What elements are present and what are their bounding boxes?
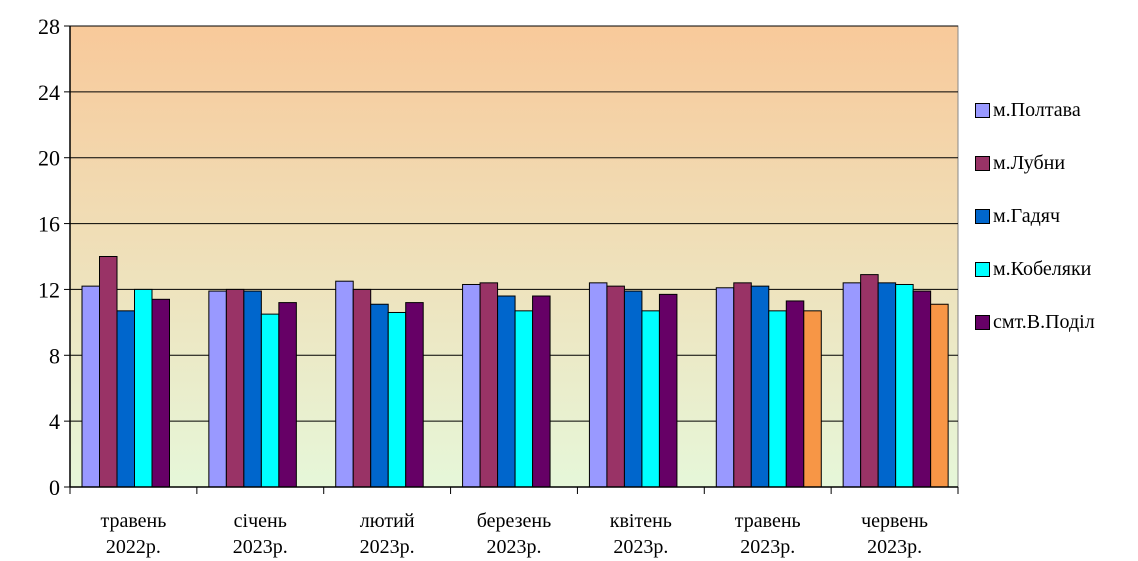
y-tick-label: 24 [38,80,60,105]
x-tick-label: травень 2023р. [735,510,801,558]
bar [532,295,551,488]
x-tick-label: квітень 2023р. [610,510,672,558]
legend-item: смт.В.Поділ [975,296,1135,349]
legend-label: м.Гадяч [993,205,1061,227]
bar [260,313,280,488]
bar [785,300,805,488]
bar [750,285,770,488]
legend-swatch [975,209,990,224]
y-tick-label: 8 [49,343,60,368]
legend-swatch [975,315,990,330]
bar [860,274,879,488]
legend: м.Полтава м.Лубни м.Гадяч м.Кобеляки смт.В.П… [975,84,1135,349]
x-tick-label: червень 2023р. [861,510,928,558]
bar [462,283,481,488]
x-tick-label: травень 2022р. [100,510,166,558]
bar [134,288,153,488]
legend-swatch [975,262,990,277]
bar [370,303,389,488]
bar [588,282,608,488]
legend-label: м.Лубни [993,152,1066,174]
bar [99,256,118,488]
legend-item: м.Лубни [975,137,1135,190]
bar [912,290,932,488]
legend-item: м.Гадяч [975,190,1135,243]
bar [387,311,407,488]
bar [842,282,862,488]
y-tick-label: 28 [38,14,60,39]
bar [930,303,949,488]
legend-swatch [975,103,990,118]
legend-label: смт.В.Поділ [993,311,1095,333]
legend-label: м.Полтава [993,99,1081,121]
bar [623,290,643,488]
legend-item: м.Кобеляки [975,243,1135,296]
y-tick-label: 20 [38,146,60,171]
bar [405,302,424,488]
bar [641,310,660,488]
y-tick-label: 16 [38,212,60,237]
legend-label: м.Кобеляки [993,258,1092,280]
legend-item: м.Полтава [975,84,1135,137]
bar [658,293,678,488]
bar [514,310,534,488]
bar [208,290,227,488]
bar [877,282,897,488]
bar [768,310,787,488]
bar [278,302,297,488]
y-tick-label: 4 [49,409,60,434]
bar [895,283,914,488]
bar [733,282,752,488]
bar [225,288,245,488]
bar [715,287,735,488]
x-tick-label: лютий 2023р. [360,510,415,558]
bar [479,282,499,488]
legend-swatch [975,156,990,171]
bar [352,288,372,488]
x-tick-label: березень 2023р. [477,510,552,558]
bar [803,310,822,488]
bar [116,310,135,488]
bar [606,285,625,488]
y-tick-label: 0 [49,475,60,500]
x-tick-label: січень 2023р. [233,510,288,558]
y-tick-label: 12 [38,277,60,302]
bar [81,285,100,488]
bar [151,298,170,488]
bar [497,295,516,488]
bar [243,290,262,488]
bar [335,280,354,488]
